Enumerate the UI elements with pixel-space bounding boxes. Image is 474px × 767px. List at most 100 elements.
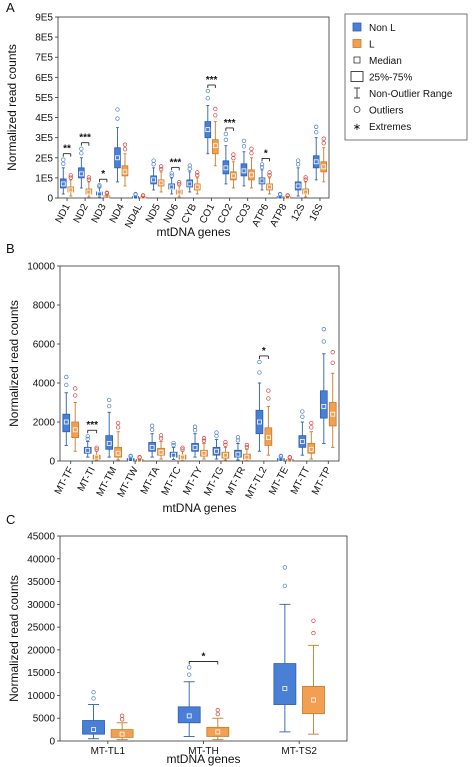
outlier-marker xyxy=(192,428,198,433)
x-tick-label: ND5 xyxy=(144,202,163,225)
median-marker xyxy=(241,168,247,174)
outlier-marker xyxy=(278,453,284,459)
outlier-marker xyxy=(241,144,247,149)
legend: Non L L Median 25%-75% Non-Outlier Range Outl… xyxy=(344,13,468,141)
outlier-marker xyxy=(235,438,241,443)
outlier-marker xyxy=(287,455,292,460)
outlier-marker xyxy=(321,141,326,146)
outlier-marker xyxy=(321,339,326,344)
outlier-marker xyxy=(321,136,326,141)
outlier-marker xyxy=(195,170,200,175)
median-marker xyxy=(303,189,309,195)
median-marker xyxy=(94,454,100,460)
outlier-marker xyxy=(282,565,288,570)
box xyxy=(221,451,230,459)
outlier-marker xyxy=(309,425,314,430)
outlier-marker xyxy=(235,435,241,440)
median-marker xyxy=(106,441,112,446)
outlier-marker xyxy=(151,158,156,163)
plot-frame xyxy=(57,16,330,199)
outlier-marker xyxy=(97,183,102,188)
box xyxy=(83,446,92,454)
legend-frame xyxy=(344,13,468,141)
outlier-marker xyxy=(303,175,308,180)
outlier-marker xyxy=(115,420,121,426)
box xyxy=(148,442,156,452)
outlier-marker xyxy=(259,162,265,167)
x-tick-label: ND2 xyxy=(72,202,91,225)
legend-label: Non-Outlier Range xyxy=(369,89,453,100)
x-tick-label: 12S xyxy=(289,202,307,223)
outlier-marker xyxy=(177,181,182,187)
box xyxy=(126,458,135,461)
panel-label: A xyxy=(6,0,15,15)
outlier-marker xyxy=(158,166,164,172)
box xyxy=(234,449,242,458)
outlier-marker xyxy=(223,442,228,447)
median-marker xyxy=(201,450,207,456)
x-axis-label: mtDNA genes xyxy=(162,501,236,515)
y-tick-label: 3E5 xyxy=(35,133,53,144)
median-marker xyxy=(277,194,283,200)
x-axis-label: mtDNA genes xyxy=(156,225,230,239)
outlier-marker xyxy=(205,96,210,101)
box xyxy=(307,443,316,454)
outlier-marker xyxy=(158,436,164,441)
outlier-marker xyxy=(201,436,207,441)
median-marker xyxy=(282,686,288,692)
outlier-marker xyxy=(107,403,112,409)
median-marker xyxy=(244,454,250,460)
outlier-marker xyxy=(149,427,155,432)
outlier-marker xyxy=(61,157,66,162)
median-marker xyxy=(140,194,146,200)
outlier-marker xyxy=(91,696,96,701)
outlier-marker xyxy=(314,130,319,135)
outlier-marker xyxy=(122,147,128,152)
median-marker xyxy=(149,444,155,450)
x-tick-label: MT-TT xyxy=(289,465,313,496)
panel-label: C xyxy=(6,512,15,527)
box xyxy=(277,458,285,461)
median-marker xyxy=(257,419,262,425)
x-tick-label: ND6 xyxy=(162,202,181,225)
median-marker xyxy=(176,189,182,195)
outlier-marker xyxy=(86,177,92,182)
panel-label: B xyxy=(6,241,15,256)
median-marker xyxy=(249,172,254,178)
median-marker xyxy=(235,451,241,457)
outlier-marker xyxy=(295,158,301,163)
y-tick-label: 6E5 xyxy=(35,73,53,84)
outlier-marker xyxy=(223,131,229,137)
y-tick-label: 40000 xyxy=(27,554,55,565)
outlier-marker xyxy=(97,184,102,189)
box xyxy=(258,177,266,185)
median-marker xyxy=(313,159,319,165)
median-marker xyxy=(230,173,236,179)
box xyxy=(264,427,273,446)
median-marker xyxy=(137,457,142,463)
outlier-marker xyxy=(94,445,99,450)
box xyxy=(178,454,187,460)
outlier-marker xyxy=(321,327,326,332)
outlier-marker xyxy=(85,434,90,439)
significance-label: *** xyxy=(86,420,98,431)
outlier-marker xyxy=(213,113,218,118)
box xyxy=(150,175,157,185)
legend-extreme-icon: ∗ xyxy=(353,122,361,133)
box xyxy=(294,181,302,191)
median-marker xyxy=(223,165,229,171)
box xyxy=(62,413,71,433)
y-tick-label: 5000 xyxy=(33,714,56,725)
outlier-marker xyxy=(61,161,66,166)
outlier-marker xyxy=(285,193,290,198)
median-marker xyxy=(119,731,125,737)
x-tick-label: MT-TC xyxy=(160,465,184,497)
outlier-marker xyxy=(187,166,192,171)
outlier-marker xyxy=(122,142,128,147)
box xyxy=(78,167,85,179)
outlier-marker xyxy=(282,583,288,589)
y-tick-label: 10000 xyxy=(27,691,55,702)
box xyxy=(177,706,201,724)
outlier-marker xyxy=(201,438,207,443)
legend-label: Non L xyxy=(369,23,396,34)
